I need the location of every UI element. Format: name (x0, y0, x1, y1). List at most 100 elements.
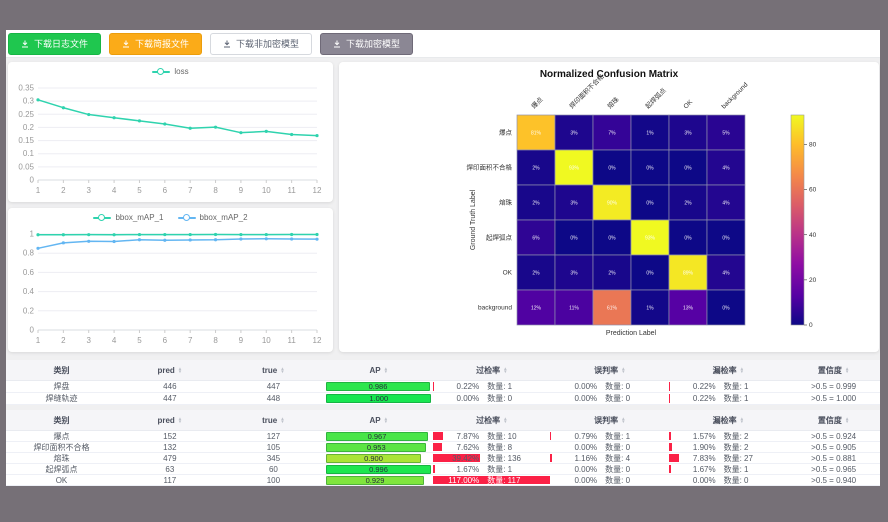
svg-text:60: 60 (809, 187, 817, 194)
sort-caret-icon[interactable]: ▲ ▼ (621, 415, 626, 424)
column-header-过检率[interactable]: 过检率 ▲ ▼ (433, 415, 550, 426)
svg-text:2%: 2% (684, 200, 692, 206)
column-header-true[interactable]: true ▲ ▼ (223, 416, 324, 425)
sort-caret-icon[interactable]: ▲ ▼ (280, 365, 285, 374)
download-unencrypted-model-button[interactable]: 下载非加密模型 (210, 32, 313, 55)
download-report-button[interactable]: 下载简报文件 (109, 32, 203, 55)
sort-caret-icon[interactable]: ▲ ▼ (503, 415, 508, 424)
column-header-ap[interactable]: AP ▲ ▼ (324, 416, 433, 425)
rate-bar (433, 443, 443, 451)
ap-bar: 1.000 (326, 394, 432, 403)
pred-cell: 446 (163, 382, 177, 391)
column-header-label: 类别 (53, 365, 70, 375)
svg-text:0%: 0% (646, 270, 654, 276)
map-chart-card: bbox_mAP_1 bbox_mAP_2 0 0.2 0.4 0.6 0.8 1 1 2 3 4 5… (8, 208, 333, 352)
rate-percent: 7.87% (456, 431, 480, 441)
table-row: 焊缝轨迹 447 448 1.000 0.00% 数量: 0 0.00% 数量: 0 0.22%… (6, 393, 880, 405)
misjudge-rate-cell: 0.00% 数量: 0 (550, 475, 669, 485)
sort-caret-icon[interactable]: ▲ ▼ (739, 415, 745, 424)
legend-line-icon (93, 213, 112, 222)
sort-caret-icon[interactable]: ▲ ▼ (177, 365, 183, 374)
column-header-label: pred (157, 415, 175, 425)
svg-text:background: background (478, 305, 512, 312)
download-icon (123, 40, 130, 47)
svg-text:3%: 3% (684, 130, 692, 136)
svg-text:0%: 0% (646, 165, 654, 171)
table-header-row: 类别 pred ▲ ▼ true ▲ ▼ AP ▲ ▼ 过检率 ▲ ▼ 误判率 ▲ ▼ 漏检率 ▲ ▼ 置信度 ▲ ▼ (6, 360, 880, 381)
svg-text:20: 20 (809, 277, 817, 284)
sort-caret-icon[interactable]: ▲ ▼ (739, 365, 745, 374)
legend-item-loss[interactable]: loss (152, 67, 189, 76)
download-log-button[interactable]: 下载日志文件 (8, 32, 102, 55)
svg-text:0%: 0% (608, 235, 616, 241)
column-header-label: pred (157, 365, 175, 375)
svg-text:0%: 0% (722, 305, 730, 311)
svg-text:6: 6 (163, 336, 168, 345)
svg-text:4: 4 (112, 186, 117, 195)
column-header-误判率[interactable]: 误判率 ▲ ▼ (550, 365, 669, 376)
column-header-误判率[interactable]: 误判率 ▲ ▼ (550, 415, 669, 426)
rate-percent: 0.00% (456, 394, 480, 403)
svg-text:4: 4 (112, 336, 117, 345)
rate-count: 数量: 0 (723, 475, 749, 485)
column-header-label: 过检率 (476, 365, 501, 375)
true-cell: 100 (266, 475, 281, 485)
svg-text:6%: 6% (532, 235, 540, 241)
misjudge-rate-cell: 1.16% 数量: 4 (550, 453, 669, 463)
legend-line-icon (177, 213, 196, 222)
rate-percent: 0.00% (574, 382, 598, 391)
svg-text:起焊弧点: 起焊弧点 (486, 233, 513, 242)
pred-cell: 117 (163, 475, 177, 485)
column-header-label: 类别 (53, 415, 70, 425)
sort-caret-icon[interactable]: ▲ ▼ (177, 415, 183, 424)
pred-cell: 479 (163, 453, 177, 463)
download-encrypted-model-button[interactable]: 下载加密模型 (320, 32, 414, 55)
sort-caret-icon[interactable]: ▲ ▼ (621, 365, 626, 374)
column-header-category: 类别 (6, 365, 117, 376)
miss-rate-cell: 0.00% 数量: 0 (669, 475, 787, 485)
rate-count: 数量: 2 (723, 442, 749, 452)
legend-line-icon (152, 67, 171, 76)
svg-text:10: 10 (262, 336, 271, 345)
column-header-pred[interactable]: pred ▲ ▼ (117, 366, 223, 375)
column-header-pred[interactable]: pred ▲ ▼ (117, 416, 223, 425)
svg-text:0.6: 0.6 (23, 268, 35, 277)
overkill-rate-cell: 39.42% 数量: 136 (433, 453, 550, 463)
column-header-true[interactable]: true ▲ ▼ (223, 366, 324, 375)
column-header-ap[interactable]: AP ▲ ▼ (324, 366, 433, 375)
sort-caret-icon[interactable]: ▲ ▼ (844, 365, 850, 374)
sort-caret-icon[interactable]: ▲ ▼ (383, 415, 389, 424)
column-header-置信度[interactable]: 置信度 ▲ ▼ (787, 365, 880, 376)
svg-text:4%: 4% (722, 200, 730, 206)
confidence-cell: >0.5 = 0.999 (811, 382, 857, 391)
legend-item-bbox_mAP_2[interactable]: bbox_mAP_2 (177, 213, 248, 222)
column-header-category: 类别 (6, 415, 117, 426)
legend-item-bbox_mAP_1[interactable]: bbox_mAP_1 (93, 213, 164, 222)
rate-percent: 39.42% (452, 453, 480, 463)
sort-caret-icon[interactable]: ▲ ▼ (503, 365, 508, 374)
svg-text:0: 0 (30, 326, 35, 335)
svg-text:OK: OK (503, 270, 513, 277)
sort-caret-icon[interactable]: ▲ ▼ (383, 365, 389, 374)
overkill-rate-cell: 0.00% 数量: 0 (433, 393, 550, 404)
sort-caret-icon[interactable]: ▲ ▼ (844, 415, 850, 424)
svg-text:0.15: 0.15 (18, 136, 34, 145)
column-header-过检率[interactable]: 过检率 ▲ ▼ (433, 365, 550, 376)
svg-text:9: 9 (239, 186, 244, 195)
overkill-rate-cell: 117.00% 数量: 117 (433, 475, 551, 485)
table-header-row: 类别 pred ▲ ▼ true ▲ ▼ AP ▲ ▼ 过检率 ▲ ▼ 误判率 ▲ ▼ 漏检率 ▲ ▼ 置信度 ▲ ▼ (6, 410, 880, 431)
sort-caret-icon[interactable]: ▲ ▼ (280, 415, 285, 424)
button-label: 下载简报文件 (135, 38, 190, 49)
rate-percent: 0.00% (574, 394, 598, 403)
column-header-置信度[interactable]: 置信度 ▲ ▼ (787, 415, 880, 426)
confusion-matrix-title: Normalized Confusion Matrix (539, 69, 679, 80)
svg-text:2: 2 (61, 186, 66, 195)
column-header-漏检率[interactable]: 漏检率 ▲ ▼ (669, 365, 787, 376)
misjudge-rate-cell: 0.00% 数量: 0 (550, 393, 669, 404)
svg-text:3%: 3% (570, 200, 578, 206)
category-cell: 焊盘 (53, 382, 70, 391)
column-header-漏检率[interactable]: 漏检率 ▲ ▼ (669, 415, 787, 426)
svg-text:5: 5 (137, 336, 142, 345)
svg-text:7%: 7% (608, 130, 616, 136)
